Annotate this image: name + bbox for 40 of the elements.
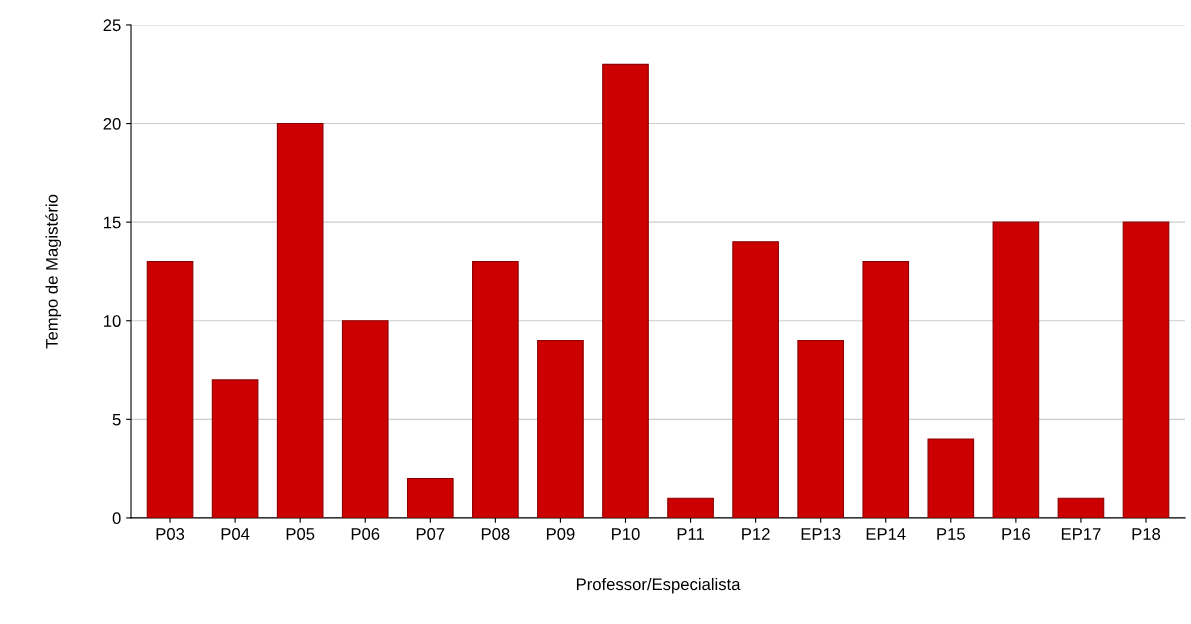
bar [276,122,324,518]
x-tick-label: P03 [156,528,185,540]
y-tick-label: 25 [103,19,121,32]
y-tick-label: 15 [104,216,121,229]
x-tick-label: EP14 [866,528,906,540]
bar [927,438,975,518]
bar [1057,497,1105,518]
bar [732,241,779,518]
x-tick-label: EP13 [801,528,841,540]
bar [537,339,584,518]
y-tick-label: 0 [112,512,121,525]
bar [797,339,845,518]
bar [667,497,714,518]
bar [472,261,519,518]
x-tick-label: P09 [546,528,575,540]
bar [146,261,194,518]
x-tick-label: P11 [677,528,704,540]
bar [406,477,454,518]
x-tick-label: P18 [1132,528,1161,540]
x-tick-label: P08 [481,528,510,540]
bar [341,320,389,518]
bar [602,63,649,518]
y-tick-label: 10 [104,315,121,327]
x-axis-title: Professor/Especialista [576,577,741,594]
bar [211,379,259,518]
y-tick-label: 5 [112,413,121,426]
bar [1122,221,1170,518]
y-axis-title: Tempo de Magistério [45,194,62,349]
bar [992,221,1040,518]
bar [862,261,910,518]
x-tick-label: P16 [1002,528,1030,540]
x-tick-label: P10 [612,528,640,540]
x-tick-label: P05 [286,528,315,540]
x-tick-label: P04 [221,528,250,540]
x-tick-label: P07 [416,528,445,540]
y-tick-label: 20 [103,117,121,130]
x-tick-label: P15 [937,528,965,540]
x-tick-label: P12 [742,528,770,540]
x-tick-label: EP17 [1061,528,1101,540]
x-tick-label: P06 [351,528,380,540]
